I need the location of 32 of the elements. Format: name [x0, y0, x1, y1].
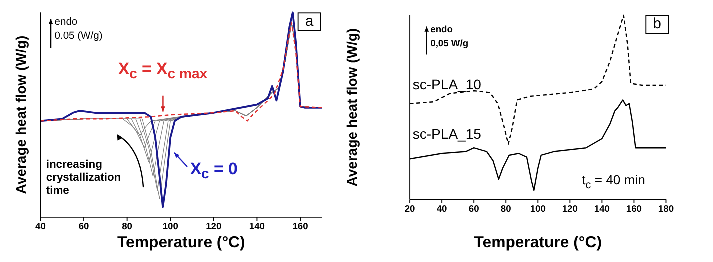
annotation: endo — [430, 24, 453, 36]
x-tick-label: 60 — [78, 222, 90, 232]
x-axis-title: Temperature (°C) — [118, 234, 246, 252]
y-axis-title: Average heat flow (W/g) — [344, 28, 360, 187]
x-tick-label: 100 — [530, 204, 546, 214]
annotation: endo — [54, 16, 78, 28]
annotation: t$_{c}$ = 40 min — [582, 172, 646, 192]
x-tick-label: 40 — [36, 222, 46, 232]
x-tick-label: 140 — [249, 222, 266, 232]
annotation: X$_{c}$ = 0 — [190, 159, 238, 182]
x-tick-label: 40 — [436, 204, 448, 214]
annotation: 0,05 W/g — [430, 38, 469, 50]
x-tick-label: 80 — [500, 204, 512, 214]
x-tick-label: 20 — [404, 204, 416, 214]
series-label: sc-PLA_10 — [412, 77, 482, 94]
annotation: a — [298, 12, 322, 32]
x-tick-label: 120 — [206, 222, 222, 232]
x-tick-label: 100 — [162, 222, 178, 232]
annotation: 0.05 (W/g) — [54, 30, 103, 42]
y-axis-title: Average heat flow (W/g) — [13, 36, 30, 194]
x-tick-label: 60 — [468, 204, 480, 214]
x-tick-label: 180 — [658, 204, 674, 214]
x-tick-label: 160 — [626, 204, 642, 214]
annotation: increasing crystallization time — [46, 158, 122, 197]
x-tick-label: 80 — [122, 222, 133, 232]
x-tick-label: 120 — [562, 204, 578, 214]
series-label: sc-PLA_15 — [412, 126, 482, 143]
annotation: X$_{c}$ = X$_{c max}$ — [118, 59, 208, 82]
x-tick-label: 160 — [292, 222, 308, 232]
x-tick-label: 140 — [594, 204, 610, 214]
annotation: b — [646, 15, 669, 34]
x-axis-title: Temperature (°C) — [474, 234, 602, 252]
